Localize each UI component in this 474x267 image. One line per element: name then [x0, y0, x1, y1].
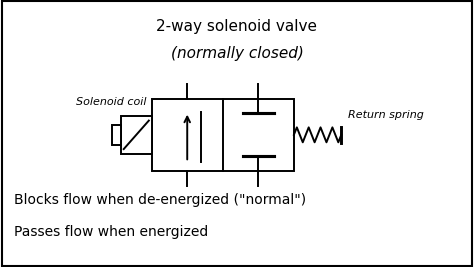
Bar — [152, 99, 294, 171]
Text: Return spring: Return spring — [348, 110, 424, 120]
Text: Passes flow when energized: Passes flow when energized — [14, 225, 209, 239]
Text: Solenoid coil: Solenoid coil — [76, 97, 147, 107]
Bar — [112, 125, 121, 145]
Text: (normally closed): (normally closed) — [171, 46, 303, 61]
Text: Blocks flow when de-energized ("normal"): Blocks flow when de-energized ("normal") — [14, 193, 306, 207]
Bar — [121, 116, 152, 154]
Text: 2-way solenoid valve: 2-way solenoid valve — [156, 19, 318, 34]
